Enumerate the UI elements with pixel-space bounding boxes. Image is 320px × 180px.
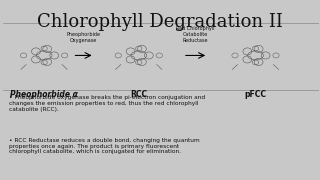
Text: • RCC Reductase reduces a double bond, changing the quantum
properties once agai: • RCC Reductase reduces a double bond, c… — [9, 138, 200, 154]
Text: Chlorophyll Degradation II: Chlorophyll Degradation II — [37, 13, 283, 31]
Text: • Pheophorbide oxygenase breaks the pi-electron conjugation and
changes the emis: • Pheophorbide oxygenase breaks the pi-e… — [9, 95, 205, 112]
Text: Red Chlorophyll
Catabolite
Reductase: Red Chlorophyll Catabolite Reductase — [176, 26, 215, 43]
Text: RCC: RCC — [130, 90, 147, 99]
Text: Pheophorbide
Oxygenase: Pheophorbide Oxygenase — [67, 32, 100, 43]
Text: pFCC: pFCC — [244, 90, 267, 99]
Text: Pheophorbide α: Pheophorbide α — [10, 90, 78, 99]
